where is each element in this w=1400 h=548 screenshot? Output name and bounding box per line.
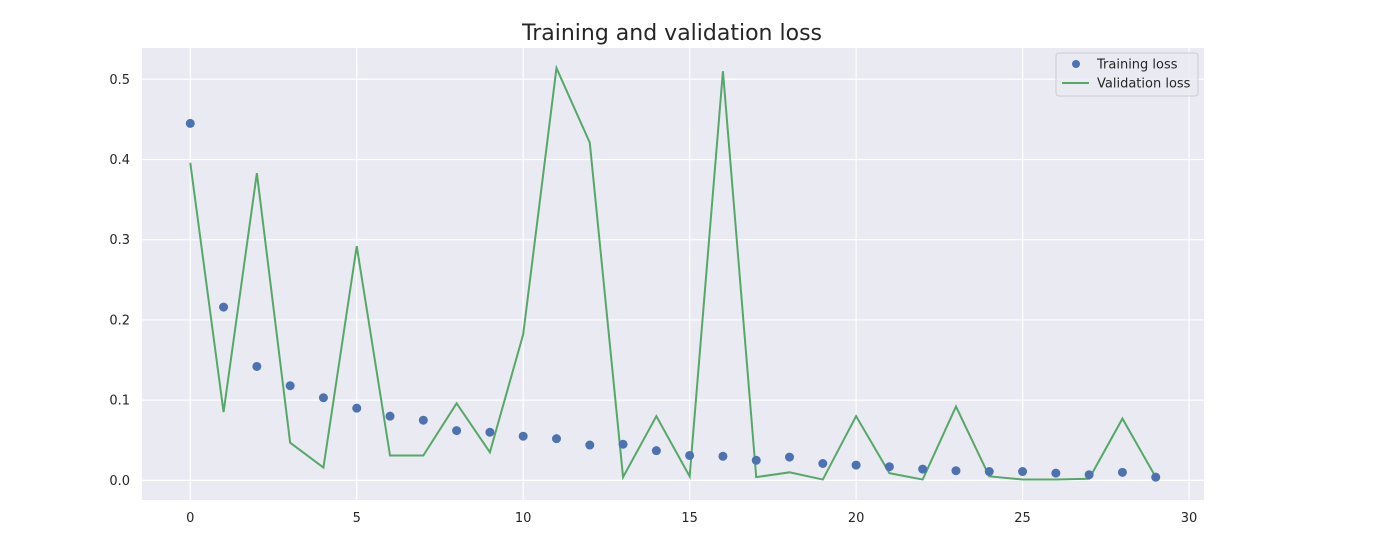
- training-loss-point: [751, 455, 761, 465]
- x-tick-label: 10: [515, 511, 532, 526]
- chart-title: Training and validation loss: [521, 21, 822, 46]
- legend-box: [1055, 52, 1199, 97]
- y-tick-label: 0.2: [109, 313, 130, 328]
- training-loss-point: [219, 302, 229, 312]
- y-tick-label: 0.4: [109, 153, 130, 168]
- training-loss-point: [518, 431, 528, 441]
- data-series: [185, 64, 1161, 482]
- legend-training-label: Training loss: [1096, 58, 1178, 73]
- training-loss-point: [452, 426, 462, 436]
- legend: Training loss Validation loss: [1055, 52, 1199, 97]
- x-tick-label: 5: [353, 511, 361, 526]
- training-loss-point: [1151, 472, 1161, 482]
- training-loss-point: [618, 439, 628, 449]
- training-loss-point: [851, 460, 861, 470]
- y-tick-label: 0.5: [109, 73, 130, 88]
- training-loss-point: [252, 361, 262, 371]
- training-loss-point: [385, 411, 395, 421]
- x-tick-label: 20: [848, 511, 865, 526]
- legend-training-marker-icon: [1072, 60, 1080, 68]
- training-loss-point: [785, 452, 795, 462]
- x-tick-label: 30: [1181, 511, 1198, 526]
- training-loss-point: [1117, 467, 1127, 477]
- x-tick-label: 25: [1014, 511, 1031, 526]
- x-tick-label: 15: [681, 511, 698, 526]
- training-loss-point: [318, 393, 328, 403]
- y-tick-label: 0.3: [109, 233, 130, 248]
- training-loss-point: [585, 440, 595, 450]
- training-loss-point: [1084, 470, 1094, 480]
- training-loss-point: [418, 415, 428, 425]
- training-loss-point: [1018, 467, 1028, 477]
- legend-validation-label: Validation loss: [1097, 77, 1191, 92]
- y-tick-label: 0.0: [109, 474, 130, 489]
- training-loss-point: [685, 450, 695, 460]
- validation-loss-line: [189, 64, 1157, 481]
- training-loss-point: [951, 466, 961, 476]
- training-loss-point: [185, 118, 195, 128]
- training-loss-point: [551, 434, 561, 444]
- training-loss-point: [918, 464, 928, 474]
- training-loss-point: [285, 381, 295, 391]
- grid-lines: [142, 48, 1204, 500]
- training-loss-point: [818, 459, 828, 469]
- training-loss-point: [1051, 468, 1061, 478]
- training-loss-point: [651, 446, 661, 456]
- training-loss-point: [485, 427, 495, 437]
- plot-area: [142, 48, 1204, 500]
- x-tick-label: 0: [186, 511, 194, 526]
- training-loss-point: [984, 467, 994, 477]
- training-loss-point: [884, 462, 894, 472]
- training-loss-point: [352, 403, 362, 413]
- y-tick-label: 0.1: [109, 394, 130, 409]
- training-loss-point: [718, 451, 728, 461]
- axis-tick-labels: 0 5 10 15 20 25 30 0.0 0.1 0.2 0.3 0.4 0.5: [109, 73, 1197, 526]
